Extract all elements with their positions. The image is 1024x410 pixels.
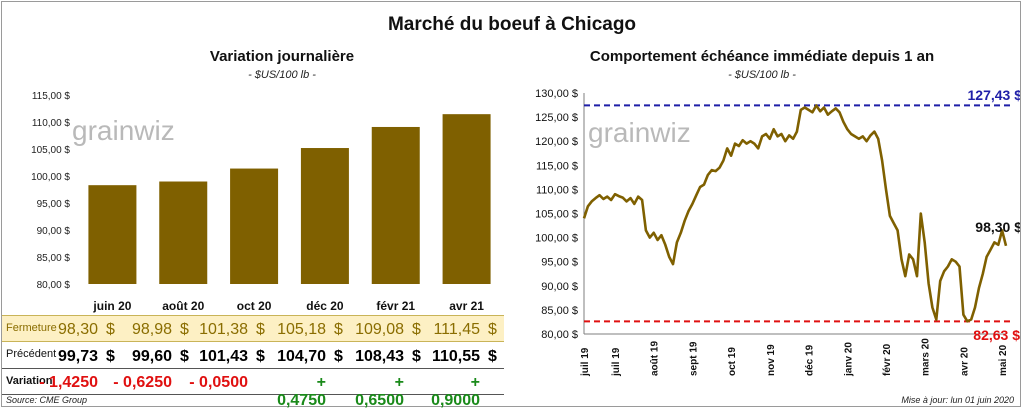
bar xyxy=(159,181,208,284)
y-tick-label: 90,00 $ xyxy=(37,226,71,237)
x-tick-label: janv 20 xyxy=(843,342,854,377)
source-note: Source: CME Group xyxy=(6,395,88,405)
currency-symbol: $ xyxy=(106,321,115,338)
table-cell: 101,43 xyxy=(199,348,248,365)
x-tick-label: févr 20 xyxy=(882,343,893,376)
x-tick-label: août 19 xyxy=(650,341,661,376)
x-tick-label: mars 20 xyxy=(921,338,932,376)
y-tick-label: 105,00 $ xyxy=(535,209,578,221)
line-chart: grainwiz 80,00 $ 85,00 $ 90,00 $ 95,00 $ 100… xyxy=(535,87,1021,377)
table-cell: 98,30 xyxy=(57,321,98,338)
table-cell: 101,38 xyxy=(199,321,248,338)
x-tick-label: déc 19 xyxy=(805,344,816,376)
price-line xyxy=(582,104,1008,323)
x-tick-label: sept 19 xyxy=(688,341,699,376)
table-cell: 104,70 xyxy=(277,348,326,365)
table-cell: 99,60 xyxy=(131,348,172,365)
y-tick-label: 85,00 $ xyxy=(541,305,578,317)
watermark-logo: grainwiz xyxy=(72,115,175,146)
y-tick-label: 95,00 $ xyxy=(37,199,71,210)
main-title: Marché du boeuf à Chicago xyxy=(387,14,637,35)
table-cell: 105,18 xyxy=(277,321,326,338)
table-cell: + 0,4750 xyxy=(277,374,326,409)
currency-symbol: $ xyxy=(256,348,265,365)
table-cell: 99,73 xyxy=(57,348,98,365)
currency-symbol: $ xyxy=(488,321,497,338)
table-cell: 111,45 xyxy=(433,321,480,338)
x-tick-label: août 20 xyxy=(162,299,204,313)
table-row-fermeture: Fermeture xyxy=(2,315,504,342)
x-tick-label: nov 19 xyxy=(766,344,777,376)
bar-chart: grainwiz 80,00 $ 85,00 $ 90,00 $ 95,00 $ 100… xyxy=(31,91,491,313)
currency-symbol: $ xyxy=(106,348,115,365)
row-label-variation: Variation xyxy=(6,375,53,387)
y-tick-label: 110,00 $ xyxy=(536,184,578,196)
currency-symbol: $ xyxy=(180,348,189,365)
currency-symbol: $ xyxy=(180,321,189,338)
x-tick-label: avr 21 xyxy=(449,299,484,313)
bar xyxy=(371,126,420,284)
y-tick-label: 130,00 $ xyxy=(535,88,578,100)
right-chart-subtitle: - $US/100 lb - xyxy=(728,69,796,81)
x-tick-label: avr 20 xyxy=(959,347,970,376)
last-value-label: 98,30 $ xyxy=(975,219,1020,235)
x-tick-label: juil 19 xyxy=(580,347,591,377)
y-tick-label: 100,00 $ xyxy=(31,172,70,183)
x-tick-label: oct 20 xyxy=(237,299,272,313)
table-cell: + 0,6500 xyxy=(355,374,404,409)
max-label: 127,43 $ xyxy=(968,87,1021,103)
bar xyxy=(88,185,137,284)
y-tick-label: 120,00 $ xyxy=(535,136,578,148)
x-tick-label: juin 20 xyxy=(92,299,131,313)
y-tick-label: 80,00 $ xyxy=(37,280,71,291)
y-tick-label: 90,00 $ xyxy=(541,281,578,293)
x-tick-label: mai 20 xyxy=(998,344,1009,376)
currency-symbol: $ xyxy=(412,348,421,365)
left-chart-subtitle: - $US/100 lb - xyxy=(248,69,316,81)
row-label-precedent: Précédent xyxy=(6,348,57,360)
bar xyxy=(300,148,349,284)
table-cell: - 0,0500 xyxy=(189,374,248,391)
x-tick-label: févr 21 xyxy=(376,299,415,313)
table-cell: - 0,6250 xyxy=(113,374,172,391)
update-note: Mise à jour: lun 01 juin 2020 xyxy=(901,395,1014,405)
table-cell: 109,08 xyxy=(355,321,404,338)
y-tick-label: 85,00 $ xyxy=(37,253,71,264)
currency-symbol: $ xyxy=(256,321,265,338)
min-label: 82,63 $ xyxy=(973,327,1020,343)
y-tick-label: 115,00 $ xyxy=(32,91,71,102)
bar xyxy=(230,168,279,284)
currency-symbol: $ xyxy=(334,348,343,365)
table-row-precedent: Précédent xyxy=(2,342,504,367)
table-cell: - 1,4250 xyxy=(39,374,98,391)
table-cell: 110,55 xyxy=(431,348,480,365)
x-tick-label: oct 19 xyxy=(727,347,738,376)
table-cell: + 0,9000 xyxy=(431,374,480,409)
x-tick-label: juil 19 xyxy=(611,347,622,377)
y-tick-label: 80,00 $ xyxy=(541,329,578,341)
y-tick-label: 125,00 $ xyxy=(535,112,578,124)
y-tick-label: 105,00 $ xyxy=(31,145,70,156)
table-row-variation: Variation xyxy=(2,368,504,395)
y-tick-label: 100,00 $ xyxy=(535,233,578,245)
x-tick-label: déc 20 xyxy=(306,299,344,313)
y-tick-label: 95,00 $ xyxy=(541,257,578,269)
bar xyxy=(442,114,491,284)
right-chart-title: Comportement échéance immédiate depuis 1… xyxy=(589,48,935,65)
y-tick-label: 110,00 $ xyxy=(32,118,71,129)
left-chart-title: Variation journalière xyxy=(209,48,355,65)
row-label-fermeture: Fermeture xyxy=(6,322,57,334)
currency-symbol: $ xyxy=(334,321,343,338)
currency-symbol: $ xyxy=(488,348,497,365)
currency-symbol: $ xyxy=(412,321,421,338)
table-cell: 98,98 xyxy=(131,321,172,338)
y-tick-label: 115,00 $ xyxy=(536,160,578,172)
watermark-logo: grainwiz xyxy=(588,117,691,148)
table-cell: 108,43 xyxy=(355,348,404,365)
